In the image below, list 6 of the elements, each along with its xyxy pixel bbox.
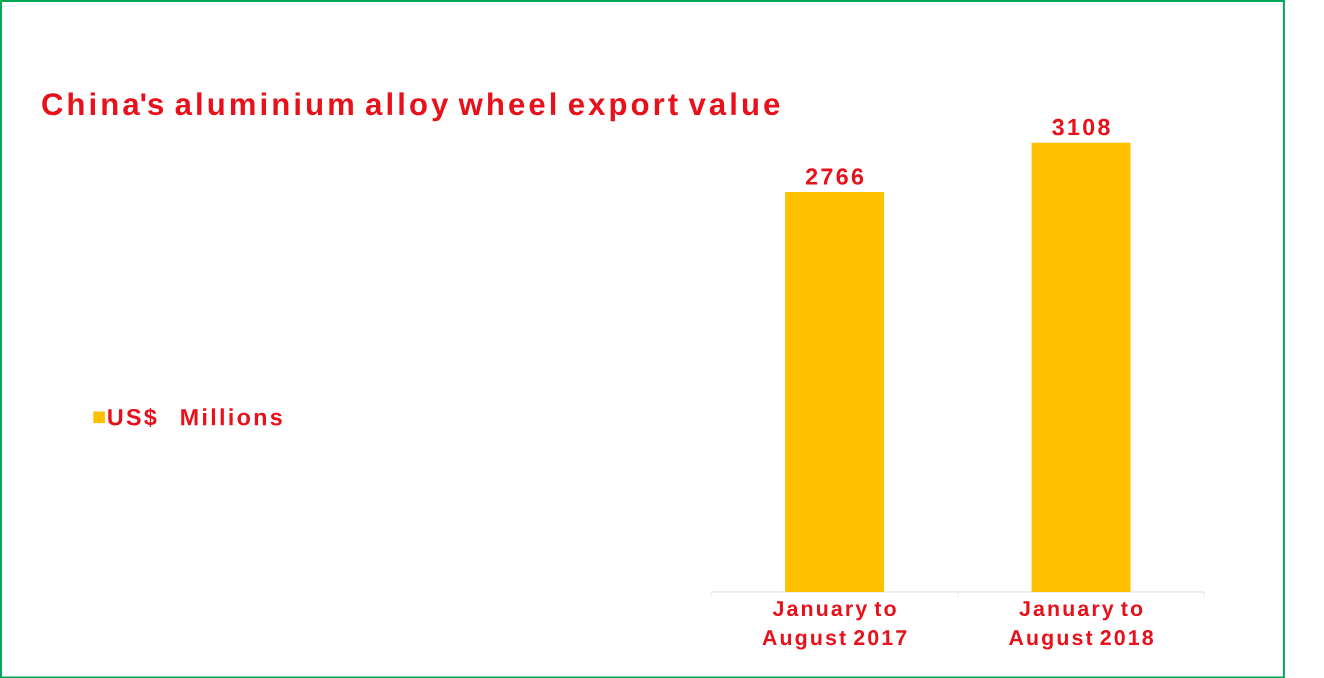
data-label: 3108 xyxy=(1052,118,1110,136)
x-tick-label: January to August 2018 xyxy=(1008,601,1154,650)
x-tick-label: January to August 2017 xyxy=(762,601,907,650)
text: China's aluminium alloy wheel export value xyxy=(42,92,780,122)
data-label: 2766 xyxy=(805,168,864,185)
legend-label: US$ Millions xyxy=(108,407,282,427)
